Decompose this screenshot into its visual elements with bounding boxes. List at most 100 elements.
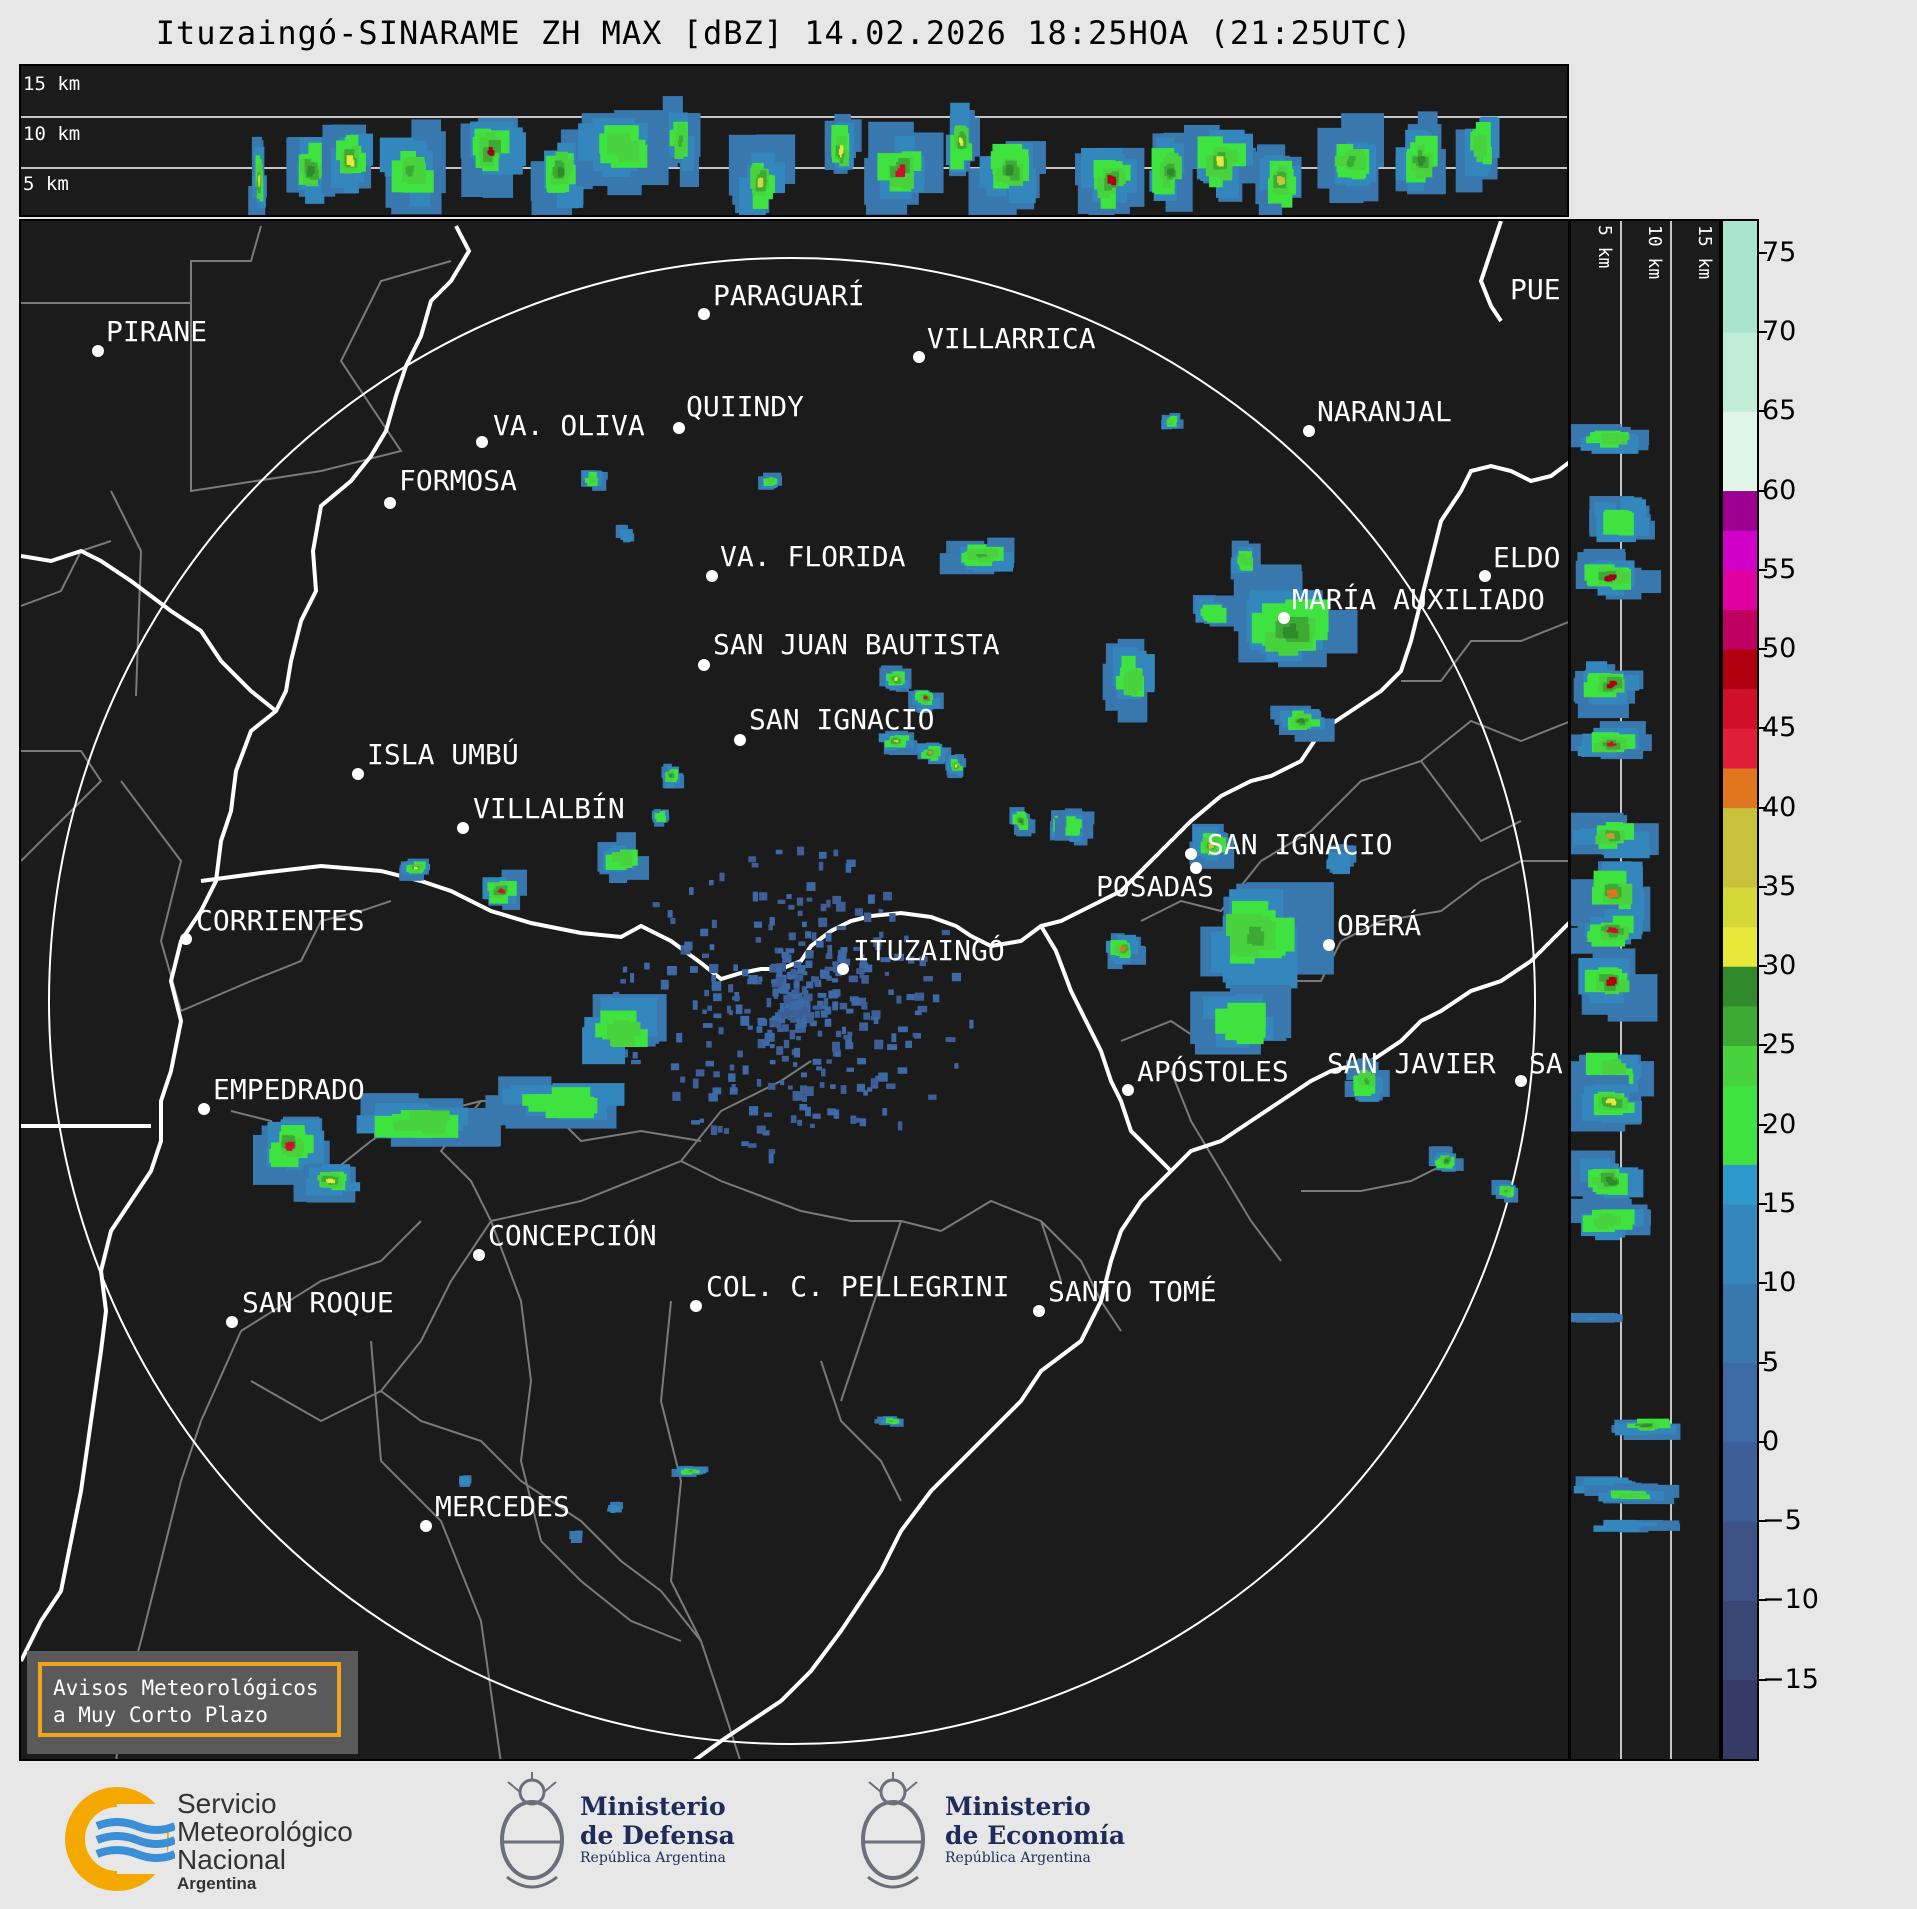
echo-pixel xyxy=(346,155,352,162)
echo-pixel xyxy=(770,480,772,482)
echo-pixel xyxy=(781,952,788,958)
echo-pixel xyxy=(1608,980,1630,993)
defensa-text-1: Ministerio xyxy=(580,1792,726,1821)
echo-pixel xyxy=(1608,927,1613,932)
city-mercedes: MERCEDES xyxy=(420,1490,570,1532)
echo-pixel xyxy=(610,1507,616,1513)
echo-pixel xyxy=(689,1470,692,1472)
echo-pixel xyxy=(729,1064,735,1071)
echo-pixel xyxy=(1008,168,1014,175)
echo-pixel xyxy=(777,899,786,904)
echo-pixel xyxy=(847,1031,853,1037)
echo-pixel xyxy=(832,989,841,997)
echo-pixel xyxy=(613,1507,614,1509)
echo-pixel xyxy=(777,1009,785,1015)
echo-pixel xyxy=(611,852,624,863)
svg-text:SAN JUAN BAUTISTA: SAN JUAN BAUTISTA xyxy=(713,628,1000,661)
echo-pixel xyxy=(1364,1081,1368,1084)
echo-pixel xyxy=(465,1479,471,1486)
colorbar-tick-mark xyxy=(1759,965,1767,968)
echo-pixel xyxy=(1417,150,1423,162)
colorbar-tick-label: 65 xyxy=(1762,395,1797,427)
echo-pixel xyxy=(1606,830,1614,836)
colorbar-band xyxy=(1723,688,1757,729)
echo-pixel xyxy=(794,988,800,997)
echo-pixel xyxy=(886,1083,896,1090)
echo-pixel xyxy=(863,1090,868,1096)
echo-pixel xyxy=(805,1106,811,1117)
echo-pixel xyxy=(1640,1425,1648,1428)
echo-pixel xyxy=(723,1128,730,1134)
echo-pixel xyxy=(1107,175,1111,184)
echo-pixel xyxy=(405,166,412,175)
colorbar-band xyxy=(1723,490,1757,531)
echo-pixel xyxy=(954,764,957,767)
echo-pixel xyxy=(591,478,594,480)
echo-pixel xyxy=(346,160,352,165)
colorbar-tick-mark xyxy=(1759,727,1767,730)
echo-pixel xyxy=(684,1470,694,1474)
echo-pixel xyxy=(281,1135,294,1148)
echo-pixel xyxy=(459,1478,467,1485)
echo-pixel xyxy=(676,1032,683,1043)
echo-pixel xyxy=(930,751,937,758)
echo-pixel xyxy=(805,949,814,959)
echo-pixel xyxy=(620,978,626,984)
echo-pixel xyxy=(814,1010,820,1018)
colorbar-tick-mark xyxy=(1759,806,1767,809)
echo-pixel xyxy=(557,1100,568,1106)
echo-pixel xyxy=(801,986,807,995)
echo-pixel xyxy=(888,1420,892,1422)
colorbar-band xyxy=(1723,1640,1757,1681)
echo-pixel xyxy=(1609,680,1616,686)
echo-pixel xyxy=(811,976,816,983)
echo-pixel xyxy=(1169,168,1175,177)
echo-pixel xyxy=(854,908,864,916)
echo-pixel xyxy=(1208,609,1212,612)
warning-box[interactable]: Avisos Meteorológicos a Muy Corto Plazo xyxy=(27,1651,358,1754)
echo-pixel xyxy=(951,972,962,982)
echo-pixel xyxy=(1111,176,1116,185)
colorbar-band xyxy=(1723,728,1757,769)
echo-pixel xyxy=(1604,509,1629,529)
echo-pixel xyxy=(309,169,319,180)
colorbar-tick-label: 55 xyxy=(1762,553,1797,585)
echo-pixel xyxy=(817,1000,824,1008)
echo-pixel xyxy=(1502,1190,1509,1195)
echo-pixel xyxy=(569,1530,579,1540)
echo-pixel xyxy=(1598,571,1614,581)
top-cross-section-plot: 15 km 10 km 5 km xyxy=(21,73,1567,215)
echo-pixel xyxy=(955,764,958,767)
echo-pixel xyxy=(1208,843,1211,847)
echo-pixel xyxy=(771,982,781,988)
colorbar-band xyxy=(1723,371,1757,412)
echo-pixel xyxy=(782,954,792,963)
echo-pixel xyxy=(1606,889,1615,894)
echo-pixel xyxy=(846,1067,854,1072)
smn-text-4: Argentina xyxy=(177,1874,257,1893)
city-formosa: FORMOSA xyxy=(384,464,517,509)
colorbar-tick-mark xyxy=(1759,1520,1767,1523)
echo-pixel xyxy=(960,140,964,146)
echo-pixel xyxy=(618,150,626,154)
echo-pixel xyxy=(794,974,804,981)
smn-text-1: Servicio xyxy=(177,1788,277,1819)
echo-pixel xyxy=(710,1125,718,1135)
echo-pixel xyxy=(756,1125,766,1134)
echo-pixel xyxy=(667,909,673,918)
colorbar-tick-label: 25 xyxy=(1762,1029,1797,1061)
echo-pixel xyxy=(286,1146,293,1151)
echo-pixel xyxy=(619,857,623,860)
echo-pixel xyxy=(1609,977,1617,984)
echo-pixel xyxy=(757,1038,766,1049)
warning-box-frame[interactable]: Avisos Meteorológicos a Muy Corto Plazo xyxy=(38,1662,341,1737)
echo-pixel xyxy=(1243,1004,1265,1022)
colorbar-tick-mark xyxy=(1759,1440,1767,1443)
echo-pixel xyxy=(1606,684,1614,688)
city-san-juan-bautista: SAN JUAN BAUTISTA xyxy=(698,628,1000,671)
colorbar-tick-label: 45 xyxy=(1762,712,1797,744)
echo-pixel xyxy=(893,739,896,742)
echo-pixel xyxy=(415,866,418,869)
svg-text:COL. C. PELLEGRINI: COL. C. PELLEGRINI xyxy=(706,1270,1009,1303)
echo-pixel xyxy=(728,1010,733,1016)
